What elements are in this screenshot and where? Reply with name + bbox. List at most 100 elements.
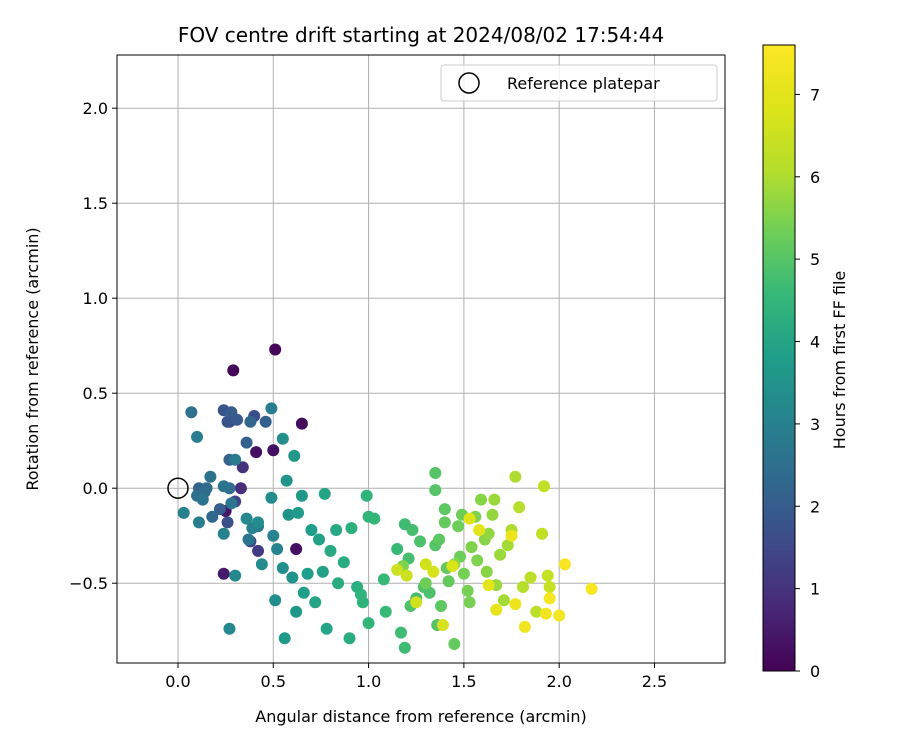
data-point <box>553 609 566 622</box>
data-point <box>227 364 240 377</box>
data-point <box>524 571 537 584</box>
data-point <box>362 617 375 630</box>
data-point <box>240 436 253 449</box>
data-point <box>539 607 552 620</box>
data-point <box>200 482 213 495</box>
data-point <box>461 584 474 597</box>
data-point <box>457 567 470 580</box>
x-tick-label: 2.5 <box>642 672 667 691</box>
data-point <box>501 539 514 552</box>
colorbar-tick-label: 2 <box>810 497 820 516</box>
data-point <box>301 567 314 580</box>
data-point <box>543 581 556 593</box>
data-point <box>255 558 268 571</box>
data-point <box>185 406 198 419</box>
data-point <box>265 402 278 415</box>
y-tick-label: 0.5 <box>83 384 108 403</box>
y-tick-label: 1.0 <box>83 289 108 308</box>
data-point <box>269 594 282 607</box>
data-point <box>345 522 358 535</box>
legend-box <box>440 64 718 102</box>
y-axis-label: Rotation from reference (arcmin) <box>23 227 42 490</box>
data-point <box>240 512 253 525</box>
data-point <box>419 577 432 590</box>
data-point <box>368 512 381 525</box>
data-point <box>465 541 478 554</box>
data-point <box>414 535 427 548</box>
data-point <box>206 510 219 523</box>
data-point <box>505 529 518 542</box>
x-tick-label: 0.5 <box>261 672 286 691</box>
data-point <box>276 562 289 574</box>
data-point <box>537 480 550 493</box>
data-point <box>242 533 255 546</box>
data-point <box>267 444 280 457</box>
data-point <box>509 470 522 483</box>
data-point <box>452 520 465 533</box>
y-tick-label: −0.5 <box>69 574 108 593</box>
data-point <box>490 603 503 616</box>
data-point <box>196 493 209 506</box>
y-tick-label: 1.5 <box>83 194 108 213</box>
chart-title: FOV centre drift starting at 2024/08/02 … <box>178 23 664 47</box>
data-point <box>482 527 495 540</box>
data-point <box>343 632 356 645</box>
data-point <box>438 503 451 516</box>
y-tick-label: 2.0 <box>83 99 108 118</box>
data-point <box>320 622 333 635</box>
data-point <box>204 470 217 483</box>
x-tick-label: 2.0 <box>546 672 571 691</box>
data-point <box>324 544 337 557</box>
data-point <box>558 558 571 571</box>
legend-entry-reference: Reference platepar <box>507 74 660 93</box>
data-point <box>436 619 449 631</box>
data-point <box>509 598 522 611</box>
data-point <box>244 415 257 428</box>
data-point <box>398 641 411 654</box>
data-point <box>288 449 301 462</box>
data-point <box>278 632 291 645</box>
data-point <box>225 497 238 510</box>
data-point <box>394 626 407 639</box>
data-point <box>309 596 322 609</box>
data-point <box>429 484 442 497</box>
x-tick-label: 1.5 <box>451 672 476 691</box>
data-point <box>286 571 299 584</box>
data-point <box>217 567 230 580</box>
data-point <box>177 506 190 519</box>
data-point <box>543 592 556 605</box>
data-point <box>332 577 345 590</box>
data-point <box>221 415 234 428</box>
data-point <box>316 565 329 578</box>
data-point <box>486 508 499 521</box>
data-point <box>433 533 446 546</box>
data-point <box>480 565 493 578</box>
data-point <box>271 543 284 555</box>
data-point <box>497 594 510 607</box>
data-point <box>377 573 390 586</box>
data-point <box>516 581 529 593</box>
x-axis-label: Angular distance from reference (arcmin) <box>255 707 586 726</box>
colorbar-tick-label: 1 <box>810 580 820 599</box>
data-point <box>423 586 436 599</box>
x-tick-label: 1.0 <box>356 672 381 691</box>
data-point <box>438 516 451 529</box>
data-point <box>410 596 423 609</box>
data-point <box>213 503 226 516</box>
data-point <box>223 622 236 635</box>
data-point <box>463 512 476 525</box>
data-point <box>471 554 484 567</box>
plot-frame <box>116 54 726 664</box>
reference-point-marker <box>167 477 189 499</box>
data-point <box>295 417 308 430</box>
data-point <box>313 533 326 546</box>
colorbar-tick-label: 6 <box>810 168 820 187</box>
data-point <box>191 430 204 443</box>
grid <box>117 55 725 663</box>
data-point <box>482 579 495 592</box>
data-point <box>337 556 350 569</box>
reference-marker <box>167 477 189 499</box>
y-tick-label: 0.0 <box>83 479 108 498</box>
colorbar-label: Hours from first FF file <box>830 271 849 450</box>
